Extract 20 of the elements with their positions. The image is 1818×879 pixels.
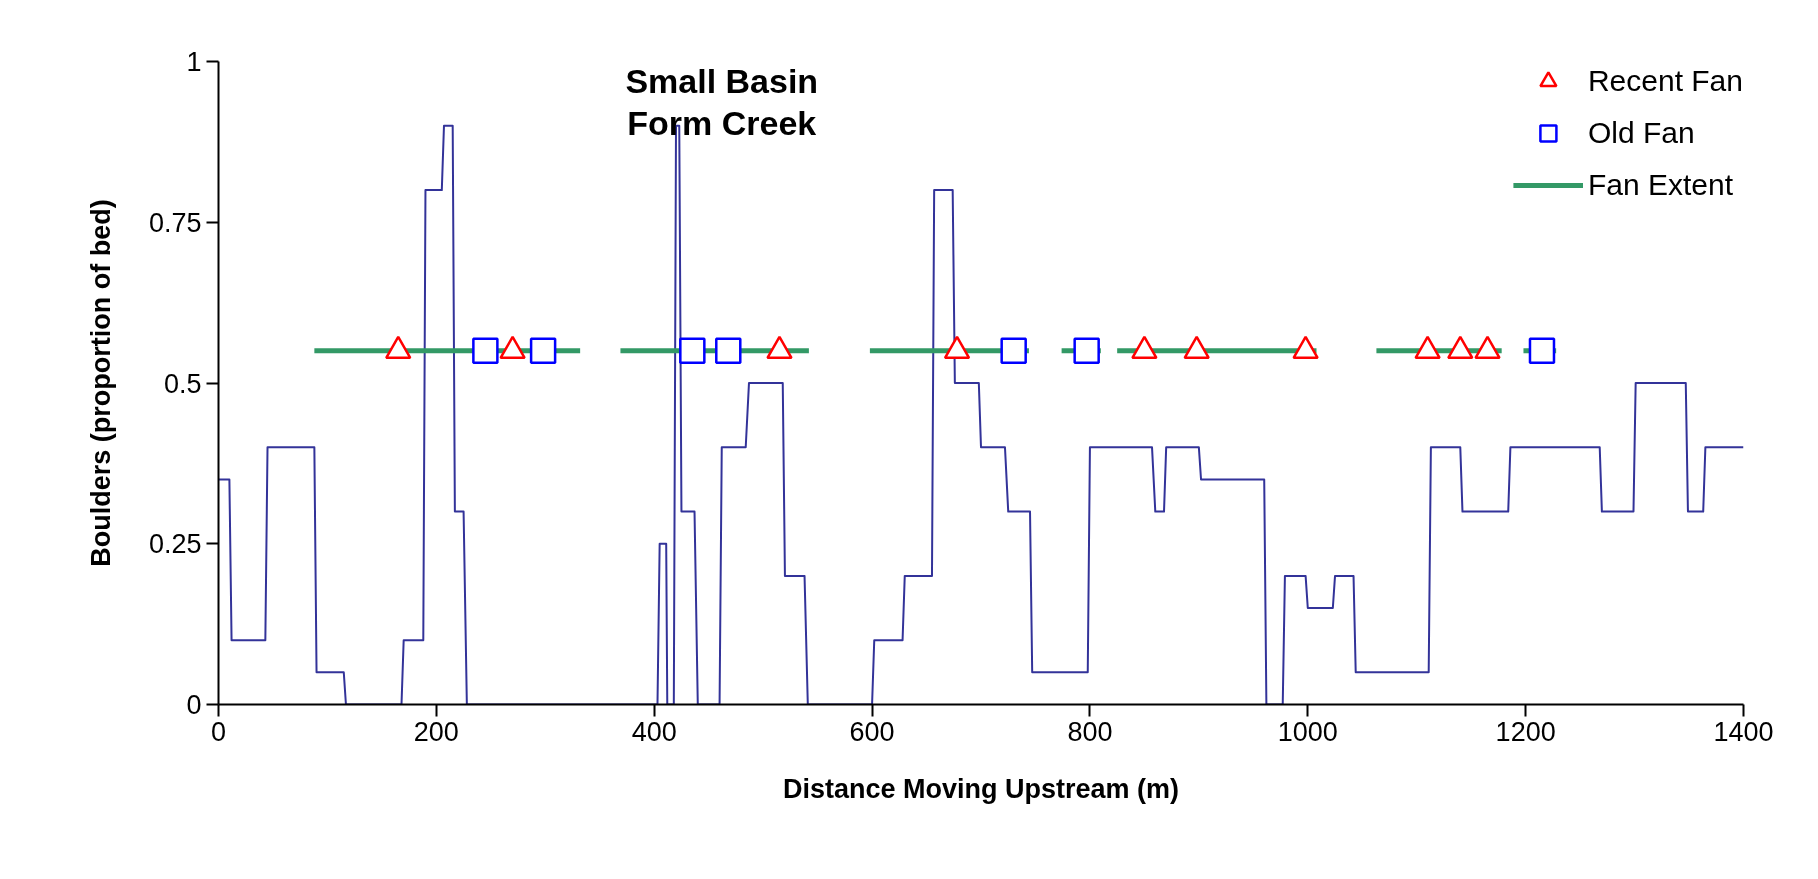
y-tick-label: 0 [186,690,202,720]
x-axis-title: Distance Moving Upstream (m) [782,773,1180,804]
x-tick-label: 600 [849,716,895,747]
y-tick-label: 0.75 [148,207,202,238]
legend-label: Old Fan [1587,115,1695,151]
text: Form Creek [627,103,817,142]
legend-label: Recent Fan [1587,63,1743,99]
x-tick-label: 1200 [1495,716,1556,747]
x-tick-label: 800 [1067,716,1113,747]
y-tick-label: 0.25 [148,529,202,560]
x-tick-label: 1000 [1277,716,1338,747]
chart-title: Small Basin [625,61,819,100]
x-tick-label: 200 [413,716,459,747]
x-tick-label: 1400 [1713,716,1774,747]
y-tick-label: 0.5 [163,368,202,399]
y-axis-title: Boulders (proportion of bed) [85,199,116,567]
x-tick-label: 400 [631,716,677,747]
x-tick-label: 0 [210,716,227,747]
legend-label: Fan Extent [1587,167,1733,203]
y-tick-label: 1 [186,47,202,77]
